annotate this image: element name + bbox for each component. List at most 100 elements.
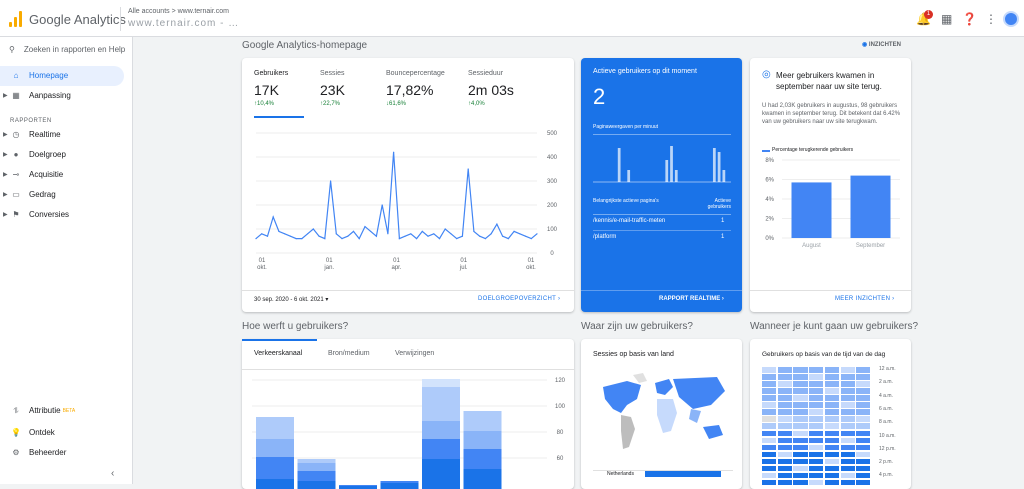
heatmap-cell[interactable]: [809, 451, 824, 458]
heatmap-cell[interactable]: [762, 402, 777, 408]
heatmap-cell[interactable]: [824, 451, 840, 458]
insights-button[interactable]: ◉ INZICHTEN: [862, 41, 901, 48]
heatmap-cell[interactable]: [762, 472, 777, 479]
heatmap-cell[interactable]: [777, 381, 792, 387]
heatmap-cell[interactable]: [840, 479, 855, 486]
heatmap-cell[interactable]: [809, 465, 824, 472]
heatmap-cell[interactable]: [793, 479, 808, 486]
heatmap-cell[interactable]: [824, 458, 840, 465]
heatmap-cell[interactable]: [856, 437, 871, 444]
heatmap-cell[interactable]: [856, 423, 871, 430]
heatmap-cell[interactable]: [777, 374, 792, 380]
search-box[interactable]: ⚲ Zoeken in rapporten en Help: [9, 45, 125, 54]
heatmap-cell[interactable]: [777, 388, 792, 394]
heatmap-cell[interactable]: [793, 423, 808, 430]
sidebar-item-custom[interactable]: ▶ ▦ Aanpassing: [0, 86, 124, 106]
heatmap-cell[interactable]: [824, 402, 840, 408]
heatmap-cell[interactable]: [762, 395, 777, 401]
country-bar[interactable]: [645, 471, 721, 477]
heatmap-cell[interactable]: [856, 374, 871, 380]
heatmap-cell[interactable]: [809, 367, 824, 373]
heatmap-cell[interactable]: [856, 479, 871, 486]
heatmap-cell[interactable]: [856, 409, 871, 415]
active-page-row[interactable]: /platform: [593, 234, 617, 240]
heatmap-cell[interactable]: [840, 465, 855, 472]
heatmap-cell[interactable]: [793, 367, 808, 373]
heatmap-cell[interactable]: [856, 367, 871, 373]
heatmap-cell[interactable]: [762, 416, 777, 422]
heatmap-cell[interactable]: [824, 423, 840, 430]
heatmap-cell[interactable]: [824, 388, 840, 394]
heatmap-cell[interactable]: [840, 430, 855, 437]
heatmap-cell[interactable]: [777, 367, 792, 373]
heatmap-cell[interactable]: [793, 437, 808, 444]
app-title[interactable]: Google Analytics: [29, 12, 126, 27]
heatmap-cell[interactable]: [762, 374, 777, 380]
heatmap-cell[interactable]: [856, 444, 871, 451]
sidebar-item-attribution[interactable]: ⥮ Attributie BETA: [0, 401, 124, 421]
heatmap-cell[interactable]: [809, 423, 824, 430]
analytics-logo[interactable]: [9, 11, 23, 27]
heatmap-cell[interactable]: [840, 472, 855, 479]
heatmap-cell[interactable]: [793, 381, 808, 387]
heatmap-cell[interactable]: [809, 402, 824, 408]
tab-referrals[interactable]: Verwijzingen: [395, 350, 435, 357]
heatmap-cell[interactable]: [793, 465, 808, 472]
heatmap-cell[interactable]: [762, 458, 777, 465]
sidebar-item-home[interactable]: ⌂ Homepage: [0, 66, 124, 86]
heatmap-cell[interactable]: [809, 472, 824, 479]
heatmap-cell[interactable]: [762, 388, 777, 394]
active-page-row[interactable]: /kennis/e-mail-traffic-meten: [593, 218, 666, 224]
heatmap-cell[interactable]: [840, 458, 855, 465]
heatmap-cell[interactable]: [840, 367, 855, 373]
heatmap-cell[interactable]: [856, 465, 871, 472]
sidebar-item-behavior[interactable]: ▶ ▭ Gedrag: [0, 185, 124, 205]
heatmap-cell[interactable]: [809, 381, 824, 387]
heatmap-cell[interactable]: [856, 458, 871, 465]
heatmap-cell[interactable]: [777, 444, 792, 451]
date-range-picker[interactable]: 30 sep. 2020 - 6 okt. 2021 ▾: [254, 297, 329, 303]
heatmap-cell[interactable]: [793, 444, 808, 451]
heatmap-cell[interactable]: [793, 409, 808, 415]
heatmap-cell[interactable]: [809, 437, 824, 444]
heatmap-cell[interactable]: [777, 430, 792, 437]
heatmap-cell[interactable]: [824, 374, 840, 380]
heatmap-cell[interactable]: [762, 444, 777, 451]
heatmap-cell[interactable]: [762, 367, 777, 373]
heatmap-cell[interactable]: [777, 479, 792, 486]
heatmap-cell[interactable]: [840, 395, 855, 401]
heatmap-cell[interactable]: [824, 430, 840, 437]
metric-users[interactable]: Gebruikers 17K ↑10,4%: [254, 70, 288, 107]
heatmap-cell[interactable]: [762, 465, 777, 472]
heatmap-cell[interactable]: [856, 416, 871, 422]
metric-duration[interactable]: Sessieduur 2m 03s ↑4,0%: [468, 70, 514, 107]
heatmap-cell[interactable]: [824, 465, 840, 472]
heatmap-cell[interactable]: [856, 430, 871, 437]
heatmap-cell[interactable]: [777, 465, 792, 472]
heatmap-cell[interactable]: [840, 423, 855, 430]
heatmap-cell[interactable]: [856, 402, 871, 408]
sidebar-item-admin[interactable]: ⚙ Beheerder: [0, 443, 124, 463]
heatmap-cell[interactable]: [777, 395, 792, 401]
heatmap-cell[interactable]: [777, 416, 792, 422]
heatmap-cell[interactable]: [809, 444, 824, 451]
avatar[interactable]: [1003, 11, 1019, 27]
help-icon[interactable]: ❓: [962, 12, 977, 26]
heatmap-cell[interactable]: [856, 472, 871, 479]
heatmap-cell[interactable]: [840, 409, 855, 415]
more-insights-link[interactable]: MEER INZICHTEN ›: [835, 296, 894, 302]
heatmap-cell[interactable]: [762, 409, 777, 415]
heatmap-cell[interactable]: [840, 416, 855, 422]
heatmap-cell[interactable]: [809, 388, 824, 394]
sidebar-item-discover[interactable]: 💡 Ontdek: [0, 423, 124, 443]
heatmap-cell[interactable]: [824, 381, 840, 387]
heatmap-cell[interactable]: [809, 479, 824, 486]
heatmap-cell[interactable]: [777, 409, 792, 415]
more-vert-icon[interactable]: ⋮: [985, 12, 997, 26]
heatmap-cell[interactable]: [824, 395, 840, 401]
heatmap-cell[interactable]: [762, 451, 777, 458]
sidebar-item-realtime[interactable]: ▶ ◷ Realtime: [0, 125, 124, 145]
heatmap-cell[interactable]: [793, 451, 808, 458]
heatmap-cell[interactable]: [793, 388, 808, 394]
metric-sessions[interactable]: Sessies 23K ↑22,7%: [320, 70, 345, 107]
